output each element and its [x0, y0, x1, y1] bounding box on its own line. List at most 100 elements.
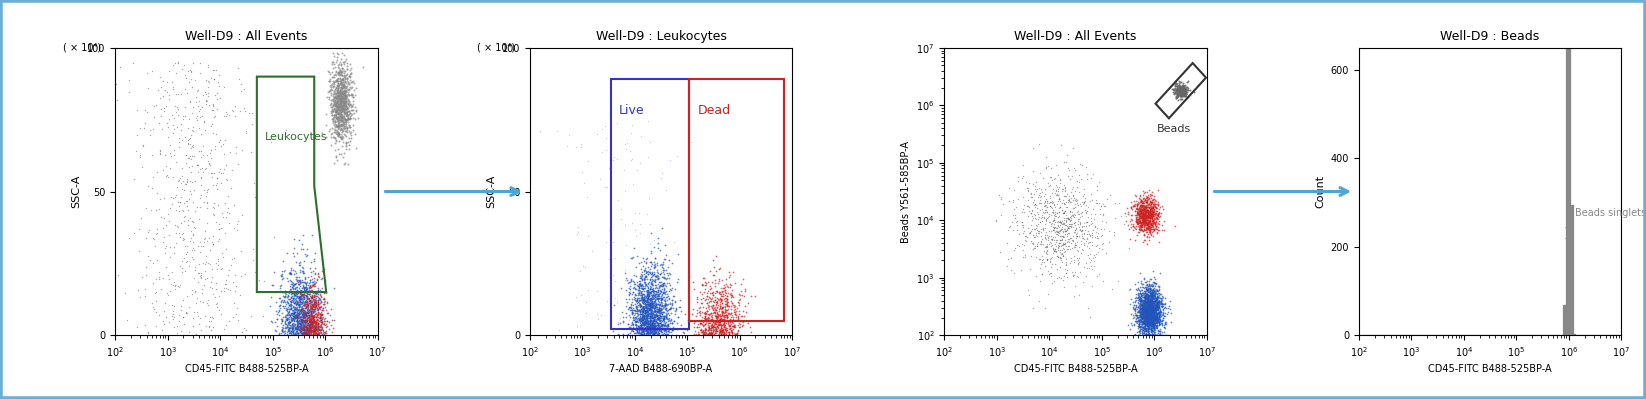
Point — [285, 326, 311, 333]
Point — [1073, 243, 1100, 250]
Point — [1136, 214, 1162, 220]
Point — [298, 304, 324, 311]
Point — [305, 331, 331, 338]
Point — [649, 300, 675, 306]
Point — [300, 316, 326, 322]
Point — [647, 287, 673, 293]
Point — [341, 110, 367, 117]
Bar — [690, 79, 783, 321]
Point — [1027, 226, 1053, 232]
Point — [1136, 285, 1162, 291]
Point — [1124, 317, 1151, 323]
Point — [1139, 301, 1165, 308]
Point — [629, 303, 655, 309]
Point — [1065, 260, 1091, 267]
Point — [1142, 201, 1169, 207]
Point — [635, 286, 662, 293]
Point — [326, 133, 352, 139]
Point — [632, 273, 658, 280]
Point — [693, 282, 719, 288]
Point — [296, 324, 323, 331]
Point — [300, 326, 326, 333]
Point — [1146, 304, 1172, 311]
Point — [285, 279, 311, 285]
Point — [1132, 314, 1159, 320]
Point — [639, 303, 665, 310]
X-axis label: CD45-FITC B488-525BP-A: CD45-FITC B488-525BP-A — [1014, 364, 1137, 374]
Point — [1139, 221, 1165, 228]
Point — [1141, 307, 1167, 314]
Point — [212, 200, 239, 206]
Point — [1167, 84, 1193, 90]
Point — [1073, 219, 1100, 225]
Point — [160, 316, 186, 323]
Point — [634, 294, 660, 301]
Point — [1139, 300, 1165, 306]
Point — [1128, 317, 1154, 323]
Point — [714, 301, 741, 308]
Point — [324, 82, 351, 89]
Point — [639, 271, 665, 277]
Point — [1134, 192, 1160, 198]
Point — [1164, 90, 1190, 97]
Point — [291, 330, 318, 336]
Point — [179, 84, 206, 91]
Point — [1141, 310, 1167, 317]
Point — [1144, 300, 1170, 307]
Point — [1134, 300, 1160, 306]
Point — [1141, 311, 1167, 318]
Point — [1137, 221, 1164, 227]
Point — [635, 289, 662, 295]
Point — [639, 280, 665, 286]
Point — [1132, 221, 1159, 228]
Point — [1167, 93, 1193, 99]
Point — [1144, 311, 1170, 318]
Point — [632, 304, 658, 310]
Point — [329, 90, 356, 96]
Point — [1169, 85, 1195, 91]
Point — [649, 289, 675, 296]
Point — [1139, 316, 1165, 322]
Point — [621, 324, 647, 330]
Point — [1009, 241, 1035, 247]
Point — [323, 94, 349, 101]
Point — [627, 330, 653, 337]
Point — [1017, 265, 1044, 272]
Point — [658, 326, 685, 333]
Point — [293, 293, 319, 299]
Point — [652, 301, 678, 308]
Point — [1144, 295, 1170, 302]
Point — [1073, 176, 1100, 182]
Point — [1146, 214, 1172, 221]
Point — [1060, 245, 1086, 251]
Point — [318, 86, 344, 92]
Point — [331, 60, 357, 67]
Point — [1147, 313, 1174, 319]
Point — [1169, 90, 1195, 97]
Point — [1040, 246, 1067, 252]
Point — [1137, 300, 1164, 306]
Point — [267, 294, 293, 301]
Point — [196, 261, 222, 267]
Point — [308, 316, 334, 323]
Point — [1144, 198, 1170, 204]
Point — [649, 299, 675, 305]
Point — [1136, 296, 1162, 302]
Point — [1113, 213, 1139, 219]
Point — [288, 323, 314, 329]
Point — [1136, 314, 1162, 320]
Point — [711, 324, 737, 330]
Point — [285, 320, 311, 327]
Point — [1141, 288, 1167, 294]
Point — [1164, 83, 1190, 90]
Point — [1139, 211, 1165, 217]
Point — [627, 282, 653, 288]
Point — [1165, 88, 1192, 94]
Point — [174, 141, 201, 148]
Point — [1151, 227, 1177, 233]
Point — [1134, 330, 1160, 336]
Point — [1134, 300, 1160, 306]
Point — [1027, 186, 1053, 193]
Point — [1027, 265, 1053, 271]
Point — [283, 317, 309, 323]
